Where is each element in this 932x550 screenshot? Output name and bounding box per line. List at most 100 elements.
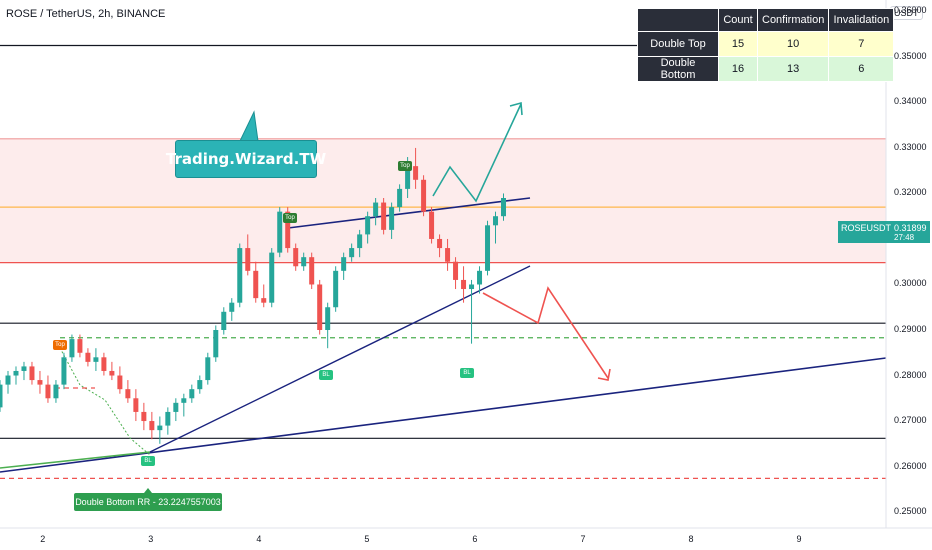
candle-body <box>205 357 211 381</box>
price-label-value: 0.31899 <box>894 223 927 233</box>
candle-body <box>365 216 371 235</box>
double-bottom-marker: BL <box>460 368 474 378</box>
candle-body <box>0 384 3 408</box>
candle-body <box>277 211 283 253</box>
stats-row-label: Double Top <box>637 31 719 57</box>
price-tick-label: 0.28000 <box>894 369 927 380</box>
candle-body <box>237 248 243 303</box>
bullish-target-path[interactable] <box>432 103 522 203</box>
candle-body <box>181 398 187 403</box>
watermark-callout: Trading.Wizard.TW <box>166 140 326 178</box>
candle-body <box>125 389 131 399</box>
double-bottom-pattern-line <box>59 347 151 456</box>
price-tick-label: 0.30000 <box>894 278 927 289</box>
candle-body <box>149 421 155 431</box>
stats-header-count: Count <box>718 8 758 32</box>
candle-body <box>453 261 459 280</box>
candle-body <box>501 198 507 217</box>
time-tick-label: 8 <box>688 534 694 544</box>
candle-body <box>485 225 491 271</box>
arrow-down-icon <box>597 368 611 381</box>
double-top-marker: Top <box>398 161 412 171</box>
stats-row-double-top: Double Top 15 10 7 <box>637 31 895 57</box>
candle-body <box>141 411 147 422</box>
time-tick-label: 2 <box>40 534 46 544</box>
candle-body <box>349 248 355 258</box>
candle-body <box>285 211 291 249</box>
stats-cell-invalidation: 6 <box>828 56 895 82</box>
candle-body <box>461 279 467 290</box>
double-bottom-rr-label: Double Bottom RR - 23.2247557003 <box>74 493 222 511</box>
candle-body <box>357 234 363 249</box>
long-trendline[interactable] <box>0 357 887 473</box>
time-tick-label: 5 <box>364 534 370 544</box>
candle-body <box>101 357 107 371</box>
price-label-symbol: ROSEUSDT <box>841 223 892 233</box>
time-tick-label: 6 <box>472 534 478 544</box>
candle-body <box>197 380 203 390</box>
candle-body <box>69 339 75 358</box>
price-tick-label: 0.29000 <box>894 324 927 334</box>
time-tick-label: 4 <box>256 534 262 544</box>
stats-cell-count: 16 <box>718 56 758 82</box>
candlesticks <box>0 147 507 444</box>
candle-body <box>213 330 219 358</box>
stats-cell-count: 15 <box>718 31 758 57</box>
price-tick-label: 0.25000 <box>894 506 927 517</box>
price-label-countdown: 27:48 <box>894 233 915 242</box>
candle-body <box>29 366 35 381</box>
candle-body <box>109 370 115 376</box>
price-tick-label: 0.36000 <box>894 5 927 16</box>
stats-row-double-bottom: Double Bottom 16 13 6 <box>637 56 895 82</box>
double-top-marker: Top <box>283 213 297 223</box>
candle-body <box>469 284 475 290</box>
price-tick-label: 0.32000 <box>894 187 927 198</box>
support-trendline-segment[interactable] <box>0 451 151 469</box>
candle-body <box>261 298 267 303</box>
candle-body <box>77 339 83 353</box>
chart-title: ROSE / TetherUS, 2h, BINANCE <box>6 8 166 20</box>
candle-body <box>301 257 307 267</box>
candle-body <box>269 252 275 303</box>
stats-cell-confirmation: 10 <box>756 31 830 57</box>
stats-header-confirmation: Confirmation <box>756 8 830 32</box>
price-tick-label: 0.26000 <box>894 460 927 471</box>
candle-body <box>21 366 27 371</box>
target-arrows <box>432 101 611 381</box>
resistance-zone-rect <box>0 138 886 263</box>
time-tick-label: 7 <box>580 534 586 544</box>
candle-body <box>445 248 451 262</box>
candle-body <box>45 384 51 399</box>
candle-body <box>157 425 163 431</box>
candle-body <box>341 257 347 271</box>
trendlines <box>0 197 887 473</box>
price-tick-label: 0.34000 <box>894 96 927 107</box>
double-bottom-marker: BL <box>141 456 155 466</box>
candle-body <box>173 402 179 412</box>
candle-body <box>373 202 379 217</box>
candle-body <box>221 311 227 330</box>
bearish-target-path[interactable] <box>482 286 609 379</box>
stats-cell-invalidation: 7 <box>828 31 895 57</box>
double-bottom-marker: BL <box>319 370 333 380</box>
pattern-stats-table: Count Confirmation Invalidation Double T… <box>637 8 895 82</box>
candle-body <box>253 270 259 299</box>
candle-body <box>165 411 171 426</box>
current-price-label: ROSEUSDT 0.31899 27:48 <box>838 221 930 243</box>
candle-body <box>309 257 315 285</box>
candle-body <box>429 211 435 239</box>
candle-body <box>405 166 411 189</box>
candle-body <box>477 270 483 285</box>
candle-body <box>293 248 299 267</box>
candle-body <box>61 357 67 385</box>
upper-trendline[interactable] <box>287 197 531 229</box>
candle-body <box>37 380 43 385</box>
stats-cell-confirmation: 13 <box>756 56 830 82</box>
candle-body <box>133 398 139 412</box>
candle-body <box>245 248 251 271</box>
candle-body <box>437 238 443 249</box>
candle-body <box>317 284 323 330</box>
candle-body <box>413 166 419 180</box>
ascending-trendline[interactable] <box>149 265 531 453</box>
